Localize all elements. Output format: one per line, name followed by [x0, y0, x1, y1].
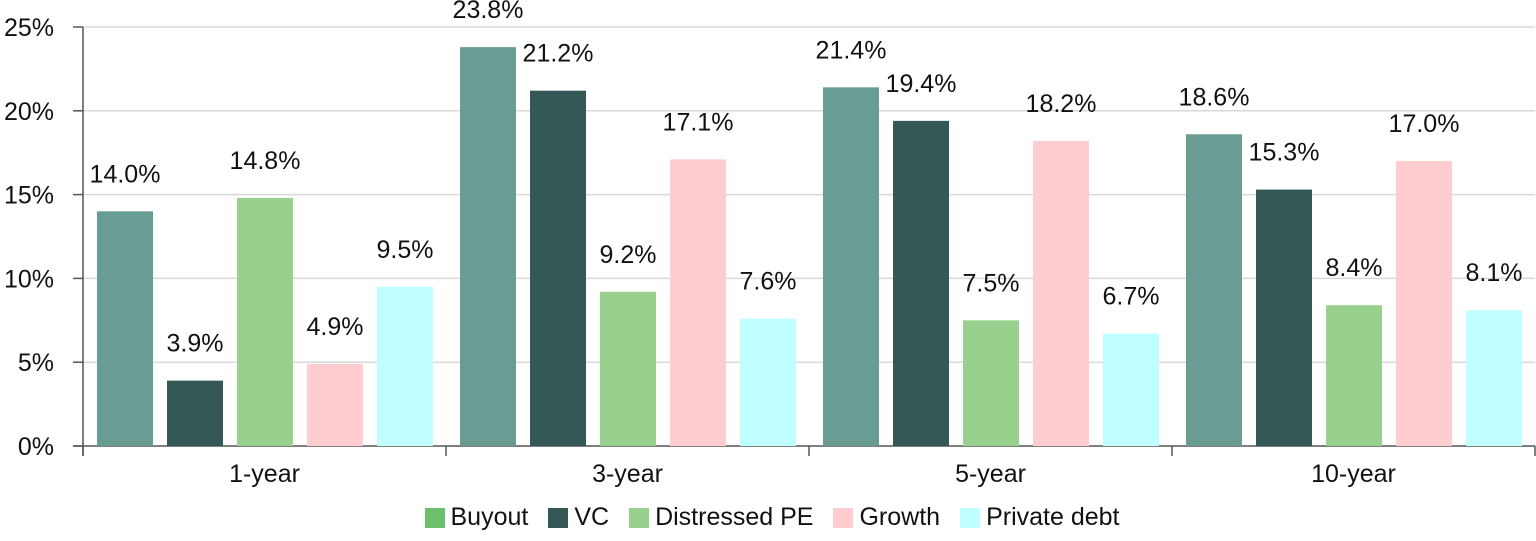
bar-private-debt — [1103, 333, 1159, 446]
legend-label: Buyout — [450, 503, 529, 531]
bar-distressed-pe — [963, 320, 1019, 446]
legend-item: Growth — [825, 503, 940, 532]
data-label: 23.8% — [453, 0, 524, 24]
legend-swatch — [629, 507, 650, 528]
data-label: 8.1% — [1466, 259, 1523, 287]
bar-vc — [530, 90, 586, 447]
data-label: 17.1% — [663, 108, 734, 136]
y-tick-label: 20% — [4, 98, 54, 126]
legend-label: Growth — [859, 503, 941, 531]
data-label: 9.5% — [377, 236, 434, 264]
bar-buyout — [460, 47, 516, 446]
legend-item: VC — [540, 503, 609, 532]
data-label: 18.6% — [1179, 83, 1250, 111]
bar-buyout — [1186, 134, 1242, 447]
y-tick-label: 5% — [18, 349, 54, 377]
data-label: 7.5% — [963, 269, 1020, 297]
bar-buyout — [823, 87, 879, 446]
data-label: 6.7% — [1103, 283, 1160, 311]
bar-distressed-pe — [600, 291, 656, 446]
data-label: 7.6% — [740, 268, 797, 296]
y-tick-label: 15% — [4, 182, 54, 210]
data-label: 19.4% — [886, 70, 957, 98]
legend-swatch — [833, 507, 854, 528]
x-tick-label: 5-year — [955, 460, 1026, 488]
y-tick-label: 10% — [4, 265, 54, 293]
legend-swatch — [424, 507, 445, 528]
legend-item: Distressed PE — [621, 503, 813, 532]
bar-chart: 0% 5% 10% 15% 20% 25% 1-year 3-year 5-year 10-yea… — [4, 0, 1536, 488]
bar-growth — [1396, 161, 1452, 446]
x-tick-label: 1-year — [229, 460, 300, 488]
bar-distressed-pe — [237, 197, 293, 446]
legend-swatch — [548, 507, 569, 528]
legend-item: Buyout — [417, 503, 529, 532]
data-label: 9.2% — [600, 241, 657, 269]
bar-growth — [1033, 140, 1089, 446]
x-tick-label: 10-year — [1311, 460, 1396, 488]
bar-growth — [670, 159, 726, 447]
legend-label: VC — [574, 503, 610, 531]
bar-private-debt — [377, 286, 433, 446]
legend-label: Private debt — [986, 503, 1120, 531]
data-label: 3.9% — [167, 330, 224, 358]
bar-private-debt — [740, 318, 796, 446]
bar-distressed-pe — [1326, 305, 1382, 446]
data-label: 14.0% — [90, 160, 161, 188]
data-label: 21.2% — [523, 40, 594, 68]
legend: Buyout VC Distressed PE Growth Private debt — [0, 503, 1536, 532]
data-label: 4.9% — [307, 313, 364, 341]
bar-vc — [1256, 189, 1312, 446]
bar-private-debt — [1466, 310, 1522, 446]
y-tick-label: 25% — [4, 14, 54, 42]
bar-buyout — [97, 211, 153, 446]
legend-label: Distressed PE — [655, 503, 814, 531]
legend-item: Private debt — [952, 503, 1119, 532]
data-label: 21.4% — [816, 36, 887, 64]
bar-growth — [307, 363, 363, 446]
x-tick-label: 3-year — [592, 460, 663, 488]
bar-vc — [167, 380, 223, 446]
y-tick-label: 0% — [18, 433, 54, 461]
bar-vc — [893, 120, 949, 446]
data-label: 17.0% — [1389, 110, 1460, 138]
data-label: 15.3% — [1249, 139, 1320, 167]
legend-swatch — [960, 507, 981, 528]
data-label: 14.8% — [230, 147, 301, 175]
data-label: 8.4% — [1326, 254, 1383, 282]
data-label: 18.2% — [1026, 90, 1097, 118]
